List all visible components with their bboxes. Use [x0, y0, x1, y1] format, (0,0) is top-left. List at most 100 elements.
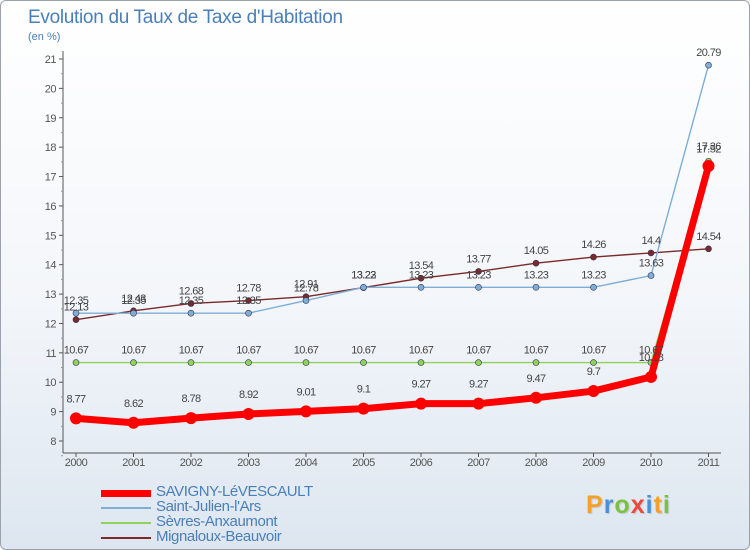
data-label-sevres: 10.67 — [581, 345, 606, 357]
series-line-sevres — [76, 161, 710, 364]
data-point-saint-julien — [475, 284, 482, 291]
legend-label-sevres: Sèvres-Anxaumont — [156, 513, 278, 530]
series-line-mignaloux — [75, 248, 709, 321]
data-label-saint-julien: 13.23 — [351, 269, 376, 281]
logo-letter: t — [653, 491, 663, 519]
data-point-sevres — [590, 359, 597, 366]
data-label-saint-julien: 12.78 — [294, 283, 319, 295]
data-point-saint-julien — [360, 284, 367, 291]
y-tick-label: 20 — [45, 83, 57, 95]
x-tick-label: 2000 — [65, 457, 88, 469]
logo-letter: i — [662, 491, 671, 519]
data-label-saint-julien: 13.23 — [409, 269, 434, 281]
data-label-mignaloux: 12.68 — [179, 285, 204, 297]
data-label-sevres: 10.67 — [639, 345, 664, 357]
data-label-mignaloux: 14.4 — [641, 235, 660, 247]
data-point-mignaloux — [245, 297, 252, 304]
data-point-mignaloux — [532, 259, 540, 267]
logo-letter: P — [586, 491, 604, 519]
x-tick-label: 2003 — [237, 457, 260, 469]
data-point-savigny — [127, 416, 140, 429]
data-label-savigny: 8.77 — [66, 393, 85, 405]
data-label-savigny: 10.18 — [639, 352, 664, 364]
data-label-mignaloux: 12.78 — [236, 283, 261, 295]
data-label-mignaloux: 12.91 — [294, 279, 319, 291]
legend-item-mignaloux: Mignaloux-Beauvoir — [101, 528, 401, 545]
data-label-savigny: 8.92 — [239, 389, 258, 401]
data-point-savigny — [357, 402, 370, 415]
data-point-savigny — [185, 412, 197, 425]
data-point-sevres — [417, 359, 425, 366]
data-point-mignaloux — [417, 274, 425, 282]
data-point-sevres — [72, 359, 80, 366]
x-tick-label: 2011 — [698, 457, 720, 469]
y-tick-label: 17 — [45, 172, 57, 184]
data-label-sevres: 10.67 — [466, 345, 491, 357]
data-point-sevres — [245, 359, 252, 366]
legend-swatch-sevres — [101, 522, 151, 524]
x-tick-label: 2005 — [352, 457, 375, 469]
data-label-saint-julien: 12.35 — [64, 295, 89, 307]
logo-letter: o — [614, 491, 631, 519]
x-tick-label: 2001 — [122, 457, 145, 469]
data-label-sevres: 10.67 — [409, 345, 434, 357]
y-tick-label: 21 — [45, 54, 57, 66]
x-tick-label: 2007 — [467, 457, 490, 469]
data-label-savigny: 9.47 — [526, 373, 545, 385]
data-point-saint-julien — [302, 297, 310, 304]
data-point-savigny — [645, 370, 657, 383]
data-label-savigny: 9.7 — [587, 366, 601, 378]
y-tick-label: 19 — [45, 113, 57, 125]
legend-label-savigny: SAVIGNY-LéVESCAULT — [156, 483, 313, 500]
data-label-mignaloux: 13.54 — [409, 260, 434, 272]
series-line-savigny — [75, 165, 712, 427]
data-point-savigny — [702, 159, 715, 172]
chart-legend: SAVIGNY-LéVESCAULT Saint-Julien-l'Ars Sè… — [101, 483, 401, 545]
chart-title: Evolution du Taux de Taxe d'Habitation — [28, 7, 343, 28]
data-point-mignaloux — [475, 268, 482, 275]
data-label-mignaloux: 13.77 — [466, 253, 491, 265]
legend-item-saint-julien: Saint-Julien-l'Ars — [101, 498, 401, 515]
y-tick-label: 13 — [45, 289, 57, 301]
data-label-savigny: 9.27 — [469, 379, 488, 391]
data-point-sevres — [475, 359, 482, 366]
y-tick-label: 12 — [45, 318, 57, 330]
y-tick-label: 8 — [50, 436, 56, 448]
data-point-saint-julien — [245, 309, 252, 317]
data-label-saint-julien: 12.35 — [121, 295, 146, 307]
logo-letter: i — [645, 491, 654, 519]
legend-label-mignaloux: Mignaloux-Beauvoir — [156, 528, 282, 545]
data-label-mignaloux: 12.13 — [64, 302, 89, 314]
chart-point-labels: 8.77 8.62 8.78 8.92 9.01 9.1 9.27 9.27 9.47 9.7 10… — [64, 47, 722, 410]
data-point-sevres — [130, 359, 137, 366]
data-label-sevres: 10.67 — [64, 345, 89, 357]
logo-letter: r — [603, 491, 615, 519]
data-label-sevres: 10.67 — [351, 345, 376, 357]
x-tick-label: 2002 — [180, 457, 203, 469]
legend-swatch-savigny — [101, 490, 151, 497]
data-label-mignaloux: 12.43 — [121, 293, 146, 305]
data-label-sevres: 10.67 — [294, 345, 319, 357]
data-label-saint-julien: 20.79 — [696, 47, 721, 59]
data-point-mignaloux — [590, 253, 597, 261]
data-point-savigny — [587, 385, 600, 398]
data-point-mignaloux — [647, 249, 655, 257]
x-tick-label: 2008 — [525, 457, 548, 469]
data-label-mignaloux: 13.22 — [351, 270, 376, 282]
chart-series — [70, 61, 715, 429]
data-point-sevres — [187, 359, 195, 366]
series-line-saint-julien — [76, 64, 710, 314]
data-point-saint-julien — [130, 309, 137, 317]
data-label-sevres: 10.67 — [236, 345, 261, 357]
data-label-sevres: 17.52 — [696, 143, 721, 155]
data-label-saint-julien: 13.23 — [466, 269, 491, 281]
legend-swatch-saint-julien — [101, 507, 151, 509]
x-tick-label: 2006 — [410, 457, 433, 469]
data-point-mignaloux — [705, 245, 712, 253]
data-label-savigny: 17.36 — [696, 141, 721, 153]
y-tick-label: 15 — [45, 230, 57, 242]
data-point-saint-julien — [72, 309, 80, 317]
y-tick-label: 16 — [45, 201, 57, 213]
x-tick-label: 2004 — [295, 457, 318, 469]
data-label-saint-julien: 12.35 — [179, 295, 204, 307]
